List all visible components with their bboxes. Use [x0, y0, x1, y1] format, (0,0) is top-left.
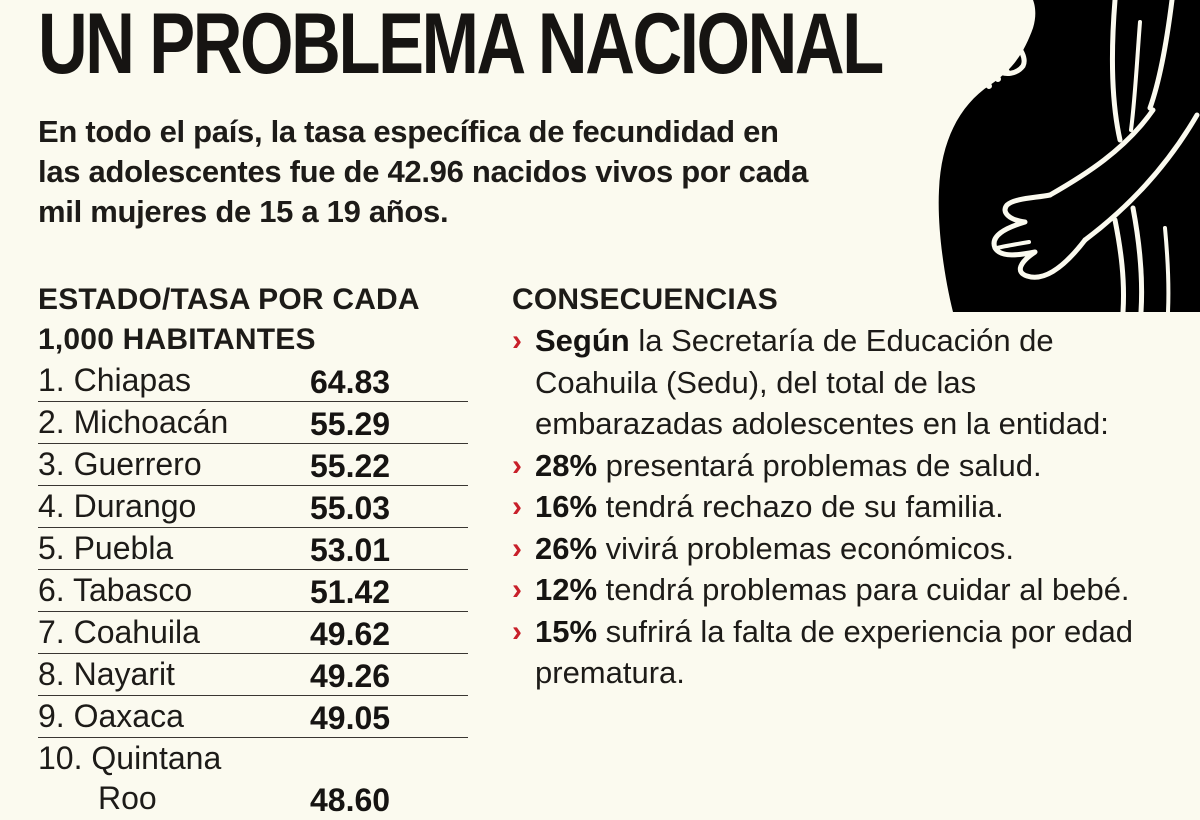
item-lead: 15% — [535, 613, 598, 649]
item-lead: 16% — [535, 489, 598, 524]
list-item: › Según la Secretaría de Educación de Coa… — [512, 320, 1152, 445]
pregnant-woman-illustration — [935, 0, 1200, 315]
state-rate: 53.01 — [310, 532, 391, 568]
table-header-line1: ESTADO/TASA POR CADA — [38, 283, 420, 316]
table-row: 2. Michoacán 55.29 — [38, 402, 468, 444]
chevron-right-icon: › — [512, 490, 522, 523]
list-item: › 16% tendrá rechazo de su familia. — [512, 486, 1152, 528]
item-text: tendrá rechazo de su familia. — [597, 489, 1004, 524]
state-name: 2. Michoacán — [38, 404, 229, 440]
state-name: 5. Puebla — [38, 530, 174, 566]
table-row: 3. Guerrero 55.22 — [38, 444, 468, 486]
intro-paragraph: En todo el país, la tasa específica de f… — [38, 114, 809, 229]
table-row: 9. Oaxaca 49.05 — [38, 696, 468, 738]
chevron-right-icon: › — [512, 531, 522, 565]
item-text: presentará problemas de salud. — [597, 447, 1042, 483]
item-lead: 26% — [535, 530, 598, 566]
state-rate: 49.26 — [310, 658, 391, 694]
table-header: ESTADO/TASA POR CADA 1,000 HABITANTES — [38, 280, 468, 360]
ranking-list: 1. Chiapas 64.83 2. Michoacán 55.29 3. G… — [38, 360, 468, 820]
table-row: 7. Coahuila 49.62 — [38, 612, 468, 654]
state-name: 8. Nayarit — [38, 656, 175, 692]
state-name: 4. Durango — [38, 488, 197, 524]
pregnant-woman-silhouette-icon — [938, 0, 1200, 315]
state-name: 3. Guerrero — [38, 446, 202, 482]
item-lead: 28% — [535, 447, 598, 483]
state-rate: 49.05 — [310, 700, 391, 736]
state-rate: 51.42 — [310, 574, 391, 610]
state-name: 9. Oaxaca — [38, 698, 184, 734]
state-rate: 55.22 — [310, 448, 391, 484]
consequences-list: › Según la Secretaría de Educación de Coa… — [512, 320, 1152, 694]
state-name: 6. Tabasco — [38, 572, 193, 608]
item-lead: Según — [535, 323, 630, 358]
state-name: 1. Chiapas — [38, 362, 191, 398]
table-row: 8. Nayarit 49.26 — [38, 654, 468, 696]
item-lead: 12% — [535, 572, 598, 607]
state-name-continued: Roo — [98, 780, 157, 816]
state-rate: 49.62 — [310, 616, 391, 652]
item-text: la Secretaría de Educación de Coahuila (… — [535, 323, 1109, 441]
chevron-right-icon: › — [512, 324, 522, 357]
table-row: 1. Chiapas 64.83 — [38, 360, 468, 402]
state-rate: 55.03 — [310, 490, 391, 526]
item-text: sufrirá la falta de experiencia por edad… — [535, 613, 1133, 691]
item-text: tendrá problemas para cuidar al bebé. — [597, 572, 1130, 607]
list-item: › 26% vivirá problemas económicos. — [512, 528, 1152, 570]
chevron-right-icon: › — [512, 448, 522, 482]
state-name: 7. Coahuila — [38, 614, 200, 650]
consequences-section: CONSECUENCIAS › Según la Secretaría de Ed… — [512, 280, 1152, 694]
list-item: › 12% tendrá problemas para cuidar al beb… — [512, 569, 1152, 611]
state-rate: 55.29 — [310, 406, 391, 442]
chevron-right-icon: › — [512, 573, 522, 606]
chevron-right-icon: › — [512, 614, 522, 648]
list-item: › 15% sufrirá la falta de experiencia por… — [512, 611, 1152, 694]
table-header-line2: 1,000 HABITANTES — [38, 323, 316, 356]
page-title: UN PROBLEMA NACIONAL — [38, 0, 884, 92]
table-row: 4. Durango 55.03 — [38, 486, 468, 528]
table-row: 5. Puebla 53.01 — [38, 528, 468, 570]
table-row: 6. Tabasco 51.42 — [38, 570, 468, 612]
list-item: › 28% presentará problemas de salud. — [512, 445, 1152, 487]
state-rate: 48.60 — [310, 782, 391, 818]
state-rate: 64.83 — [310, 364, 391, 400]
state-name: 10. Quintana — [38, 740, 222, 776]
item-text: vivirá problemas económicos. — [597, 530, 1014, 566]
table-row: 10. Quintana Roo 48.60 — [38, 738, 468, 820]
consequences-title: CONSECUENCIAS — [512, 283, 778, 316]
state-ranking-table: ESTADO/TASA POR CADA 1,000 HABITANTES 1.… — [38, 280, 468, 820]
